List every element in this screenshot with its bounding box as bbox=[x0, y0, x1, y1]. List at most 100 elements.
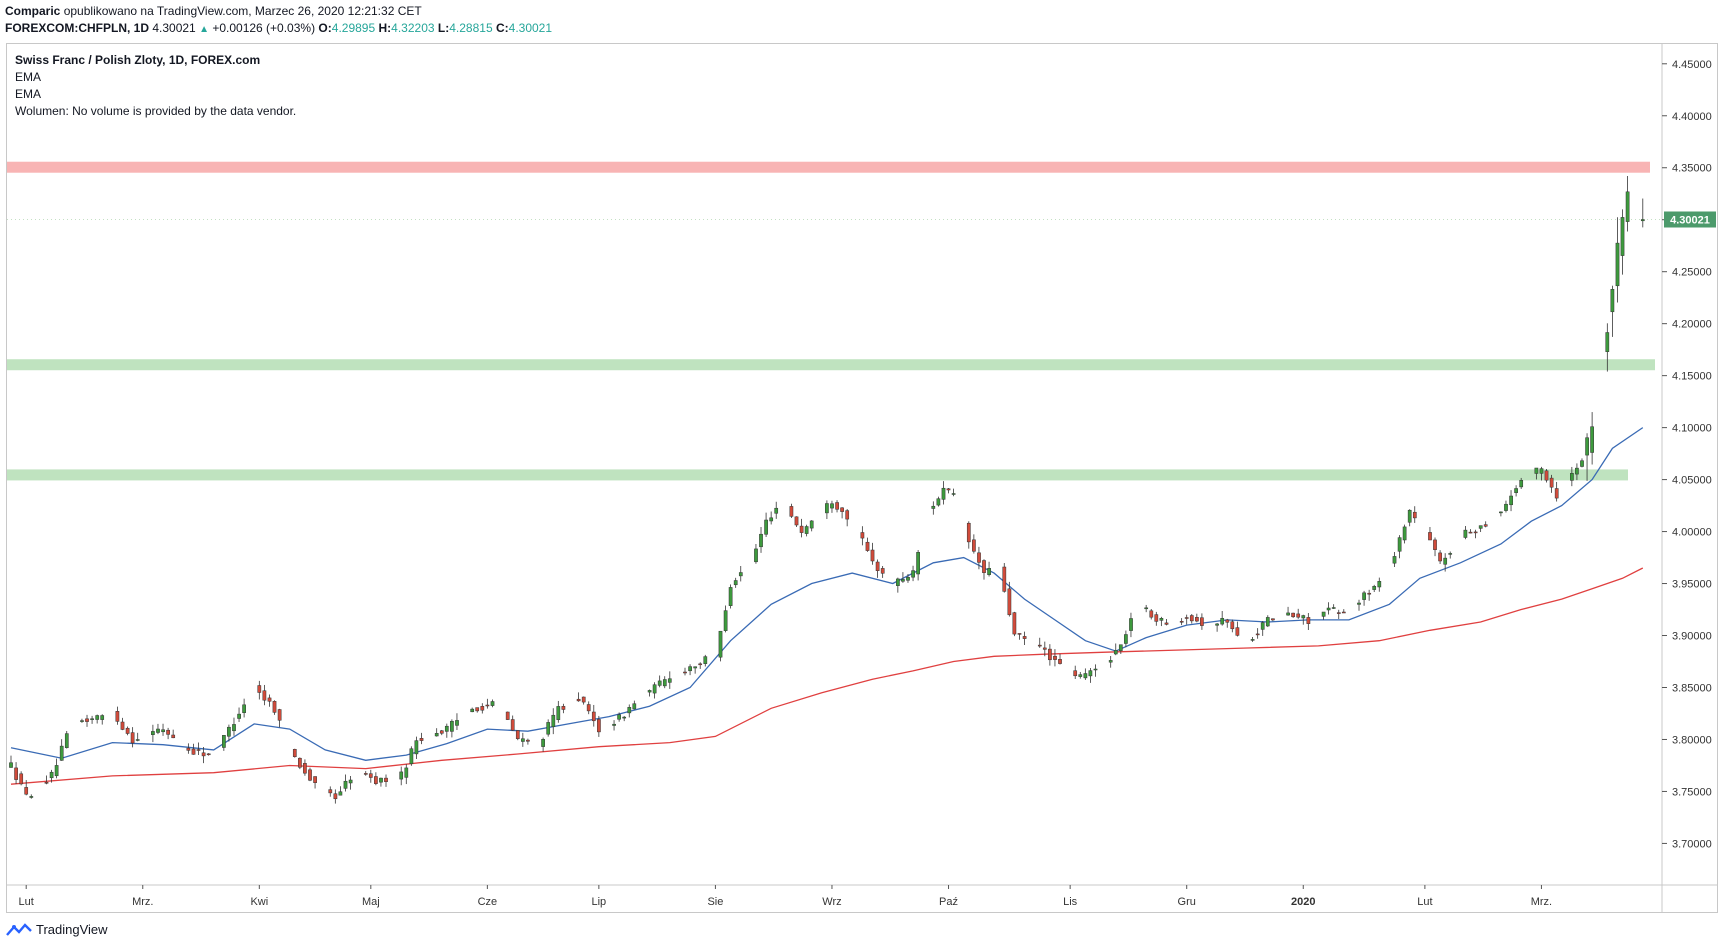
candle[interactable] bbox=[505, 711, 510, 720]
candle[interactable] bbox=[647, 690, 652, 693]
candle[interactable] bbox=[825, 503, 829, 514]
candle[interactable] bbox=[597, 719, 601, 733]
candle[interactable] bbox=[1154, 614, 1159, 622]
candle[interactable] bbox=[80, 720, 84, 722]
candle[interactable] bbox=[1362, 592, 1366, 600]
candle[interactable] bbox=[450, 720, 454, 732]
candle[interactable] bbox=[936, 498, 941, 506]
candle[interactable] bbox=[946, 488, 951, 491]
candle[interactable] bbox=[1402, 526, 1407, 541]
candle[interactable] bbox=[343, 780, 348, 789]
ema-red-line[interactable] bbox=[10, 567, 1644, 785]
candle[interactable] bbox=[1341, 611, 1346, 614]
candle[interactable] bbox=[916, 552, 920, 575]
candle[interactable] bbox=[1438, 552, 1442, 562]
candle[interactable] bbox=[434, 733, 439, 737]
candle[interactable] bbox=[303, 763, 307, 774]
candle[interactable] bbox=[1184, 617, 1189, 619]
candle[interactable] bbox=[85, 718, 89, 722]
candle[interactable] bbox=[809, 520, 814, 529]
candle[interactable] bbox=[206, 753, 211, 756]
candle[interactable] bbox=[1590, 426, 1594, 453]
candle[interactable] bbox=[662, 679, 667, 687]
candle[interactable] bbox=[1088, 670, 1093, 677]
candle[interactable] bbox=[475, 707, 480, 712]
candle[interactable] bbox=[115, 711, 120, 722]
candle[interactable] bbox=[1200, 617, 1204, 626]
candle[interactable] bbox=[1397, 537, 1402, 552]
candle[interactable] bbox=[348, 779, 353, 784]
candle[interactable] bbox=[1144, 607, 1149, 610]
candle[interactable] bbox=[723, 610, 728, 631]
candle[interactable] bbox=[1336, 612, 1341, 614]
candle[interactable] bbox=[19, 773, 24, 785]
candle[interactable] bbox=[277, 709, 282, 721]
candle[interactable] bbox=[667, 678, 672, 683]
candle[interactable] bbox=[860, 532, 865, 539]
candle[interactable] bbox=[1108, 660, 1113, 663]
candle[interactable] bbox=[257, 685, 262, 693]
candle[interactable] bbox=[1554, 488, 1559, 499]
candle[interactable] bbox=[1306, 617, 1311, 624]
candle[interactable] bbox=[374, 776, 378, 784]
candle[interactable] bbox=[1007, 588, 1012, 616]
candle[interactable] bbox=[1468, 531, 1473, 534]
candle[interactable] bbox=[262, 690, 267, 701]
candle[interactable] bbox=[1372, 586, 1377, 590]
candle[interactable] bbox=[1048, 648, 1052, 661]
candle[interactable] bbox=[384, 777, 388, 782]
candle[interactable] bbox=[1195, 617, 1199, 622]
candle[interactable] bbox=[1301, 615, 1306, 619]
candle[interactable] bbox=[845, 510, 850, 520]
candle[interactable] bbox=[1002, 566, 1007, 592]
candle[interactable] bbox=[754, 548, 758, 563]
candle[interactable] bbox=[632, 703, 637, 710]
candle[interactable] bbox=[1093, 668, 1098, 671]
candle[interactable] bbox=[379, 777, 383, 783]
candle[interactable] bbox=[1580, 460, 1584, 467]
candle[interactable] bbox=[541, 739, 545, 747]
candle[interactable] bbox=[576, 698, 581, 702]
candle[interactable] bbox=[222, 735, 226, 748]
candle[interactable] bbox=[232, 724, 236, 732]
candle[interactable] bbox=[1265, 617, 1270, 627]
candle[interactable] bbox=[1463, 529, 1468, 538]
candle[interactable] bbox=[718, 630, 723, 658]
candle[interactable] bbox=[1189, 615, 1194, 622]
candle[interactable] bbox=[1605, 332, 1610, 352]
candle[interactable] bbox=[1448, 553, 1453, 555]
candle[interactable] bbox=[546, 722, 551, 735]
candle[interactable] bbox=[1012, 612, 1017, 635]
candle[interactable] bbox=[100, 715, 105, 720]
candle[interactable] bbox=[292, 749, 297, 757]
candle[interactable] bbox=[1159, 618, 1164, 621]
candle[interactable] bbox=[698, 663, 703, 666]
candle[interactable] bbox=[1519, 480, 1524, 488]
candle[interactable] bbox=[1499, 511, 1503, 514]
candle[interactable] bbox=[90, 718, 94, 720]
candle[interactable] bbox=[774, 507, 779, 514]
candle[interactable] bbox=[581, 696, 586, 703]
candle[interactable] bbox=[227, 726, 231, 737]
candle[interactable] bbox=[1625, 191, 1630, 222]
candle[interactable] bbox=[1230, 621, 1235, 630]
candle[interactable] bbox=[896, 578, 900, 586]
candle[interactable] bbox=[151, 731, 155, 735]
candle[interactable] bbox=[1271, 618, 1275, 621]
candle[interactable] bbox=[804, 526, 809, 534]
candle[interactable] bbox=[9, 762, 13, 768]
candle[interactable] bbox=[59, 745, 64, 761]
candle[interactable] bbox=[130, 732, 135, 744]
candle[interactable] bbox=[191, 748, 196, 755]
candle[interactable] bbox=[906, 577, 910, 581]
candle[interactable] bbox=[526, 739, 530, 742]
candle[interactable] bbox=[1367, 592, 1372, 595]
candle[interactable] bbox=[1321, 611, 1326, 617]
candle[interactable] bbox=[95, 715, 100, 720]
candle[interactable] bbox=[333, 793, 338, 800]
candle[interactable] bbox=[404, 767, 409, 778]
candle[interactable] bbox=[54, 765, 59, 777]
candle[interactable] bbox=[166, 729, 170, 735]
author-name[interactable]: Comparic bbox=[5, 4, 61, 18]
